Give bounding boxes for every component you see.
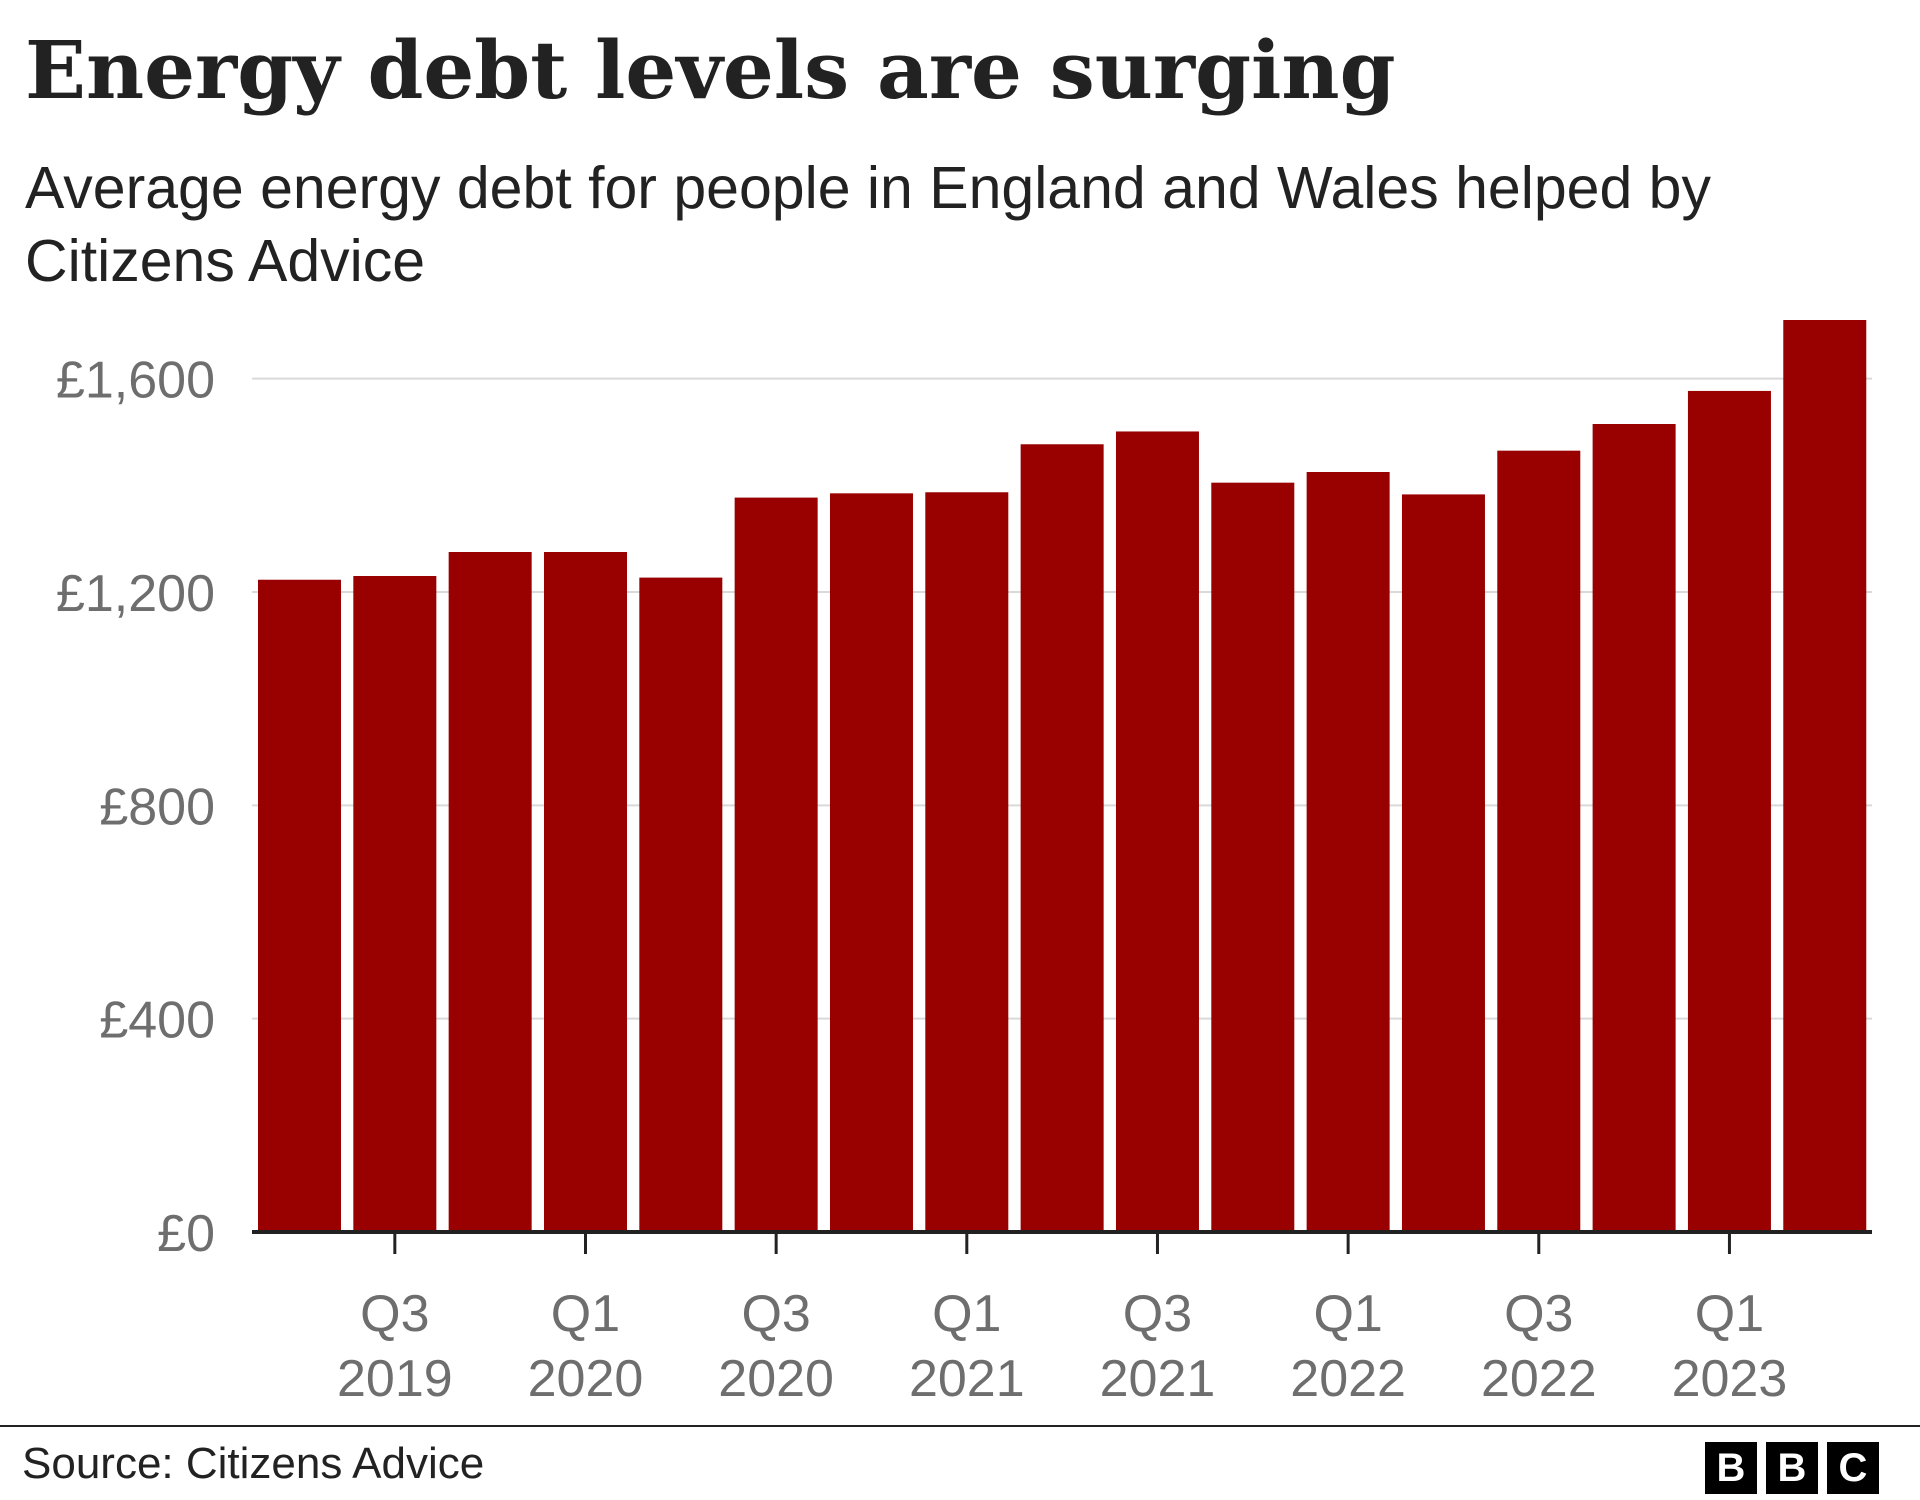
x-tick-label-year: 2020 bbox=[528, 1350, 644, 1408]
bar-q2-2022 bbox=[1401, 494, 1485, 1232]
x-tick-label-quarter: Q3 bbox=[1504, 1285, 1573, 1343]
bar-q2-2023 bbox=[1783, 320, 1867, 1232]
bar-q1-2023 bbox=[1687, 390, 1771, 1232]
x-tick-label-year: 2022 bbox=[1481, 1350, 1597, 1408]
logo-letter-b1: B bbox=[1705, 1442, 1757, 1494]
x-tick-label-year: 2019 bbox=[337, 1350, 453, 1408]
x-tick-label-year: 2023 bbox=[1672, 1350, 1788, 1408]
bar-q4-2020 bbox=[829, 493, 913, 1232]
x-tick-label-quarter: Q1 bbox=[1695, 1285, 1764, 1343]
x-tick-label-quarter: Q1 bbox=[932, 1285, 1001, 1343]
bar-q2-2021 bbox=[1020, 444, 1104, 1232]
bar-q4-2021 bbox=[1211, 482, 1295, 1233]
bar-q3-2019 bbox=[353, 576, 437, 1232]
x-tick-label-quarter: Q1 bbox=[1313, 1285, 1382, 1343]
bbc-logo: B B C bbox=[1705, 1442, 1879, 1494]
y-tick-label: £400 bbox=[99, 992, 215, 1050]
y-tick-label: £0 bbox=[157, 1205, 215, 1263]
logo-letter-b2: B bbox=[1766, 1442, 1818, 1494]
y-tick-label: £1,200 bbox=[56, 565, 215, 623]
x-tick-label-year: 2022 bbox=[1290, 1350, 1406, 1408]
y-tick-label: £1,600 bbox=[56, 352, 215, 410]
bar-q1-2020 bbox=[543, 552, 627, 1232]
x-tick-label-quarter: Q3 bbox=[741, 1285, 810, 1343]
footer-divider bbox=[0, 1425, 1920, 1427]
chart-subtitle: Average energy debt for people in Englan… bbox=[25, 155, 1711, 294]
x-tick-label-year: 2021 bbox=[1100, 1350, 1216, 1408]
logo-letter-c: C bbox=[1827, 1442, 1879, 1494]
bars bbox=[258, 320, 1867, 1233]
y-tick-label: £800 bbox=[99, 778, 215, 836]
bar-q1-2021 bbox=[925, 492, 1009, 1232]
bar-q3-2022 bbox=[1497, 450, 1581, 1233]
x-tick-label-quarter: Q3 bbox=[360, 1285, 429, 1343]
bar-q4-2022 bbox=[1592, 424, 1676, 1232]
x-tick-label-quarter: Q3 bbox=[1123, 1285, 1192, 1343]
x-axis-ticks: Q3 2019 Q1 2020 Q3 2020 Q1 2021 Q3 2021 Q1 2022 Q3 20… bbox=[337, 1232, 1787, 1408]
y-axis-ticks: £0 £400 £800 £1,200 £1,600 bbox=[56, 352, 215, 1263]
chart-title: Energy debt levels are surging bbox=[25, 23, 1396, 117]
bar-q4-2019 bbox=[448, 552, 532, 1232]
source-note: Source: Citizens Advice bbox=[22, 1439, 485, 1488]
bar-q3-2021 bbox=[1115, 431, 1199, 1232]
bar-q2-2019 bbox=[258, 579, 341, 1232]
x-tick-label-year: 2021 bbox=[909, 1350, 1025, 1408]
bar-q2-2020 bbox=[639, 577, 723, 1232]
bar-q3-2020 bbox=[734, 497, 818, 1233]
x-tick-label-quarter: Q1 bbox=[551, 1285, 620, 1343]
x-tick-label-year: 2020 bbox=[718, 1350, 834, 1408]
bar-q1-2022 bbox=[1306, 472, 1390, 1232]
